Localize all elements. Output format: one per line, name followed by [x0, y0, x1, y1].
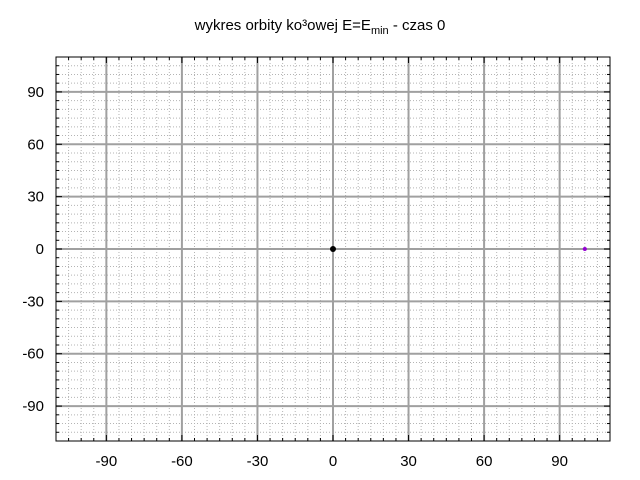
chart-title-prefix: wykres orbity ko³owej E=E: [194, 17, 371, 34]
y-tick-label: 90: [27, 84, 44, 101]
x-tick-label: 0: [329, 453, 337, 470]
x-tick-label: 60: [476, 453, 493, 470]
x-tick-label: 30: [400, 453, 417, 470]
x-tick-label: -60: [171, 453, 193, 470]
center-point: [330, 246, 336, 252]
x-tick-label: -90: [96, 453, 118, 470]
x-tick-label: -30: [247, 453, 269, 470]
x-tick-labels: -90 -60 -30 0 30 60 90: [96, 453, 568, 470]
y-tick-label: -30: [22, 293, 44, 310]
orbit-point: [582, 247, 587, 251]
axis-ticks: [55, 56, 611, 442]
chart-title-subscript: min: [370, 25, 389, 37]
y-tick-label: 30: [27, 189, 44, 206]
y-tick-label: -60: [22, 346, 44, 363]
y-tick-label: 0: [36, 241, 44, 258]
y-tick-labels: -90 -60 -30 0 30 60 90: [22, 84, 44, 415]
y-tick-label: -90: [22, 398, 44, 415]
chart-title: wykres orbity ko³owej E=Emin - czas 0: [0, 17, 640, 37]
y-tick-label: 60: [27, 136, 44, 153]
chart-title-suffix: - czas 0: [388, 17, 446, 34]
data-points: [330, 246, 587, 252]
x-tick-label: 90: [551, 453, 568, 470]
